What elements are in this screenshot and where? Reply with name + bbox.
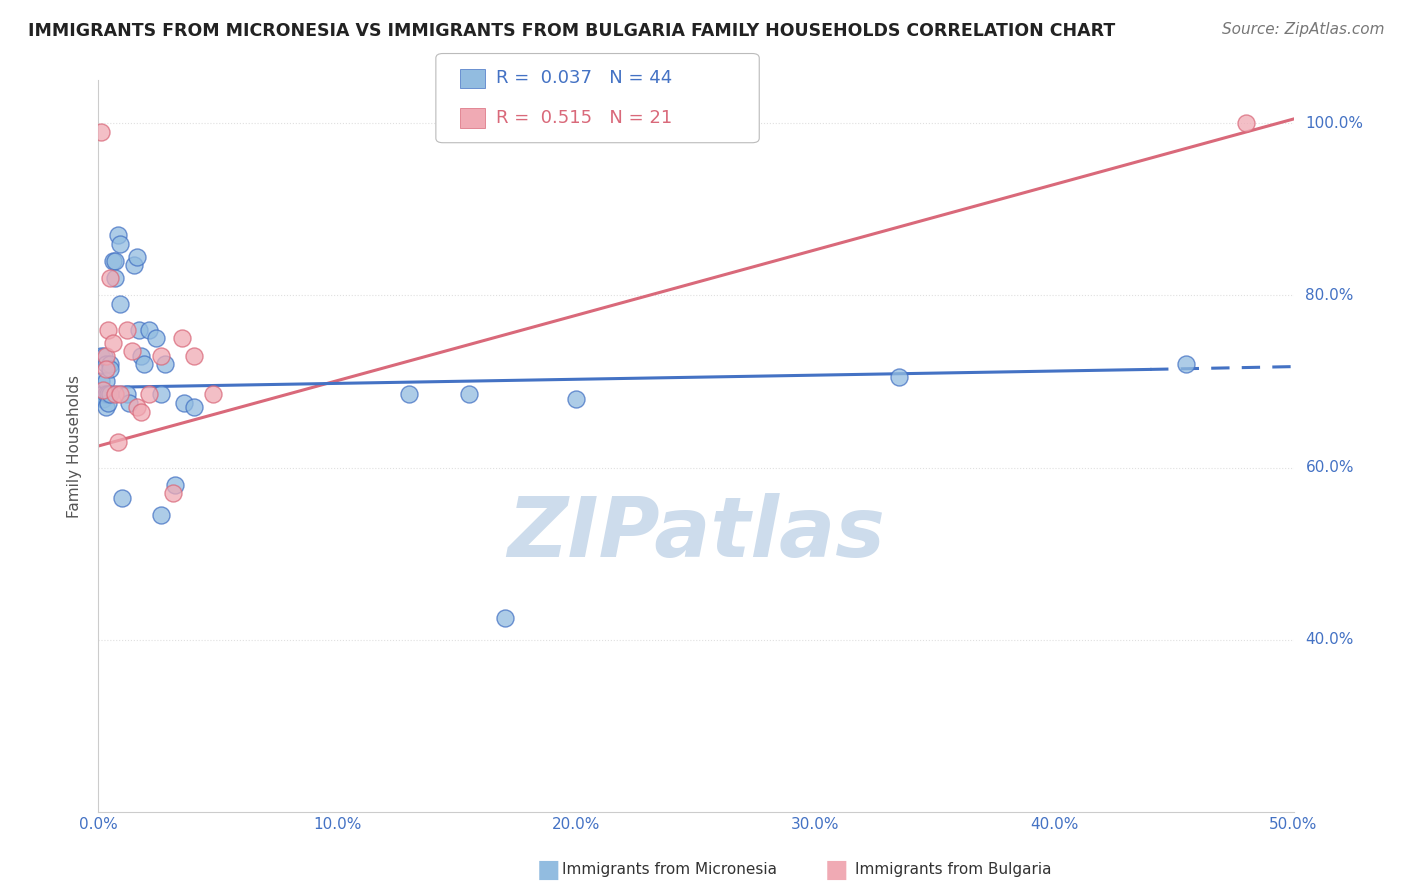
Point [202, 387, 225, 401]
Text: ■: ■ [537, 858, 560, 881]
Point [104, 271, 127, 285]
Point [91, 392, 114, 406]
Point [149, 349, 172, 363]
Text: Source: ZipAtlas.com: Source: ZipAtlas.com [1222, 22, 1385, 37]
Point [111, 491, 134, 505]
Point [98, 387, 122, 401]
Point [172, 331, 194, 345]
Point [128, 323, 150, 337]
Text: ■: ■ [825, 858, 848, 881]
Text: 40.0%: 40.0% [1305, 632, 1354, 647]
Text: R =  0.037   N = 44: R = 0.037 N = 44 [496, 70, 672, 87]
Point [121, 344, 143, 359]
Point [98, 271, 122, 285]
Point [155, 357, 177, 371]
Point [94, 357, 117, 371]
Text: 80.0%: 80.0% [1305, 288, 1354, 303]
Point [93, 349, 115, 363]
Text: 100.0%: 100.0% [1305, 116, 1364, 131]
Point [125, 250, 148, 264]
Point [565, 392, 588, 406]
Point [94, 349, 117, 363]
Point [97, 323, 120, 337]
Point [101, 254, 124, 268]
Point [94, 387, 117, 401]
Point [115, 323, 138, 337]
Point [91, 383, 114, 397]
Point [101, 335, 124, 350]
Point [107, 434, 129, 449]
Point [108, 236, 131, 251]
Text: 60.0%: 60.0% [1305, 460, 1354, 475]
Point [104, 387, 127, 401]
Text: Immigrants from Bulgaria: Immigrants from Bulgaria [855, 863, 1052, 877]
Point [398, 387, 420, 401]
Point [107, 228, 129, 243]
Point [162, 486, 184, 500]
Point [132, 357, 155, 371]
Point [889, 370, 911, 384]
Point [494, 611, 516, 625]
Text: Immigrants from Micronesia: Immigrants from Micronesia [562, 863, 778, 877]
Point [149, 387, 172, 401]
Text: ZIPatlas: ZIPatlas [508, 493, 884, 574]
Point [138, 387, 160, 401]
Point [173, 396, 195, 410]
Point [91, 387, 114, 401]
Point [115, 387, 138, 401]
Point [91, 387, 114, 401]
Point [1234, 116, 1257, 130]
Point [90, 349, 112, 363]
Text: R =  0.515   N = 21: R = 0.515 N = 21 [496, 109, 672, 127]
Point [125, 401, 148, 415]
Point [94, 361, 117, 376]
Text: IMMIGRANTS FROM MICRONESIA VS IMMIGRANTS FROM BULGARIA FAMILY HOUSEHOLDS CORRELA: IMMIGRANTS FROM MICRONESIA VS IMMIGRANTS… [28, 22, 1115, 40]
Point [124, 258, 146, 272]
Point [94, 375, 117, 389]
Point [118, 396, 141, 410]
Point [1175, 357, 1198, 371]
Point [94, 401, 117, 415]
Point [163, 477, 186, 491]
Point [97, 396, 120, 410]
Point [108, 387, 131, 401]
Point [183, 349, 205, 363]
Point [108, 297, 131, 311]
Point [131, 404, 153, 418]
Point [90, 125, 112, 139]
Point [138, 323, 160, 337]
Point [97, 387, 120, 401]
Point [90, 375, 112, 389]
Y-axis label: Family Households: Family Households [67, 375, 83, 517]
Point [458, 387, 481, 401]
Point [104, 254, 127, 268]
Point [183, 401, 205, 415]
Point [98, 361, 122, 376]
Point [98, 357, 122, 371]
Point [149, 508, 172, 522]
Point [145, 331, 167, 345]
Point [89, 387, 111, 401]
Point [131, 349, 153, 363]
